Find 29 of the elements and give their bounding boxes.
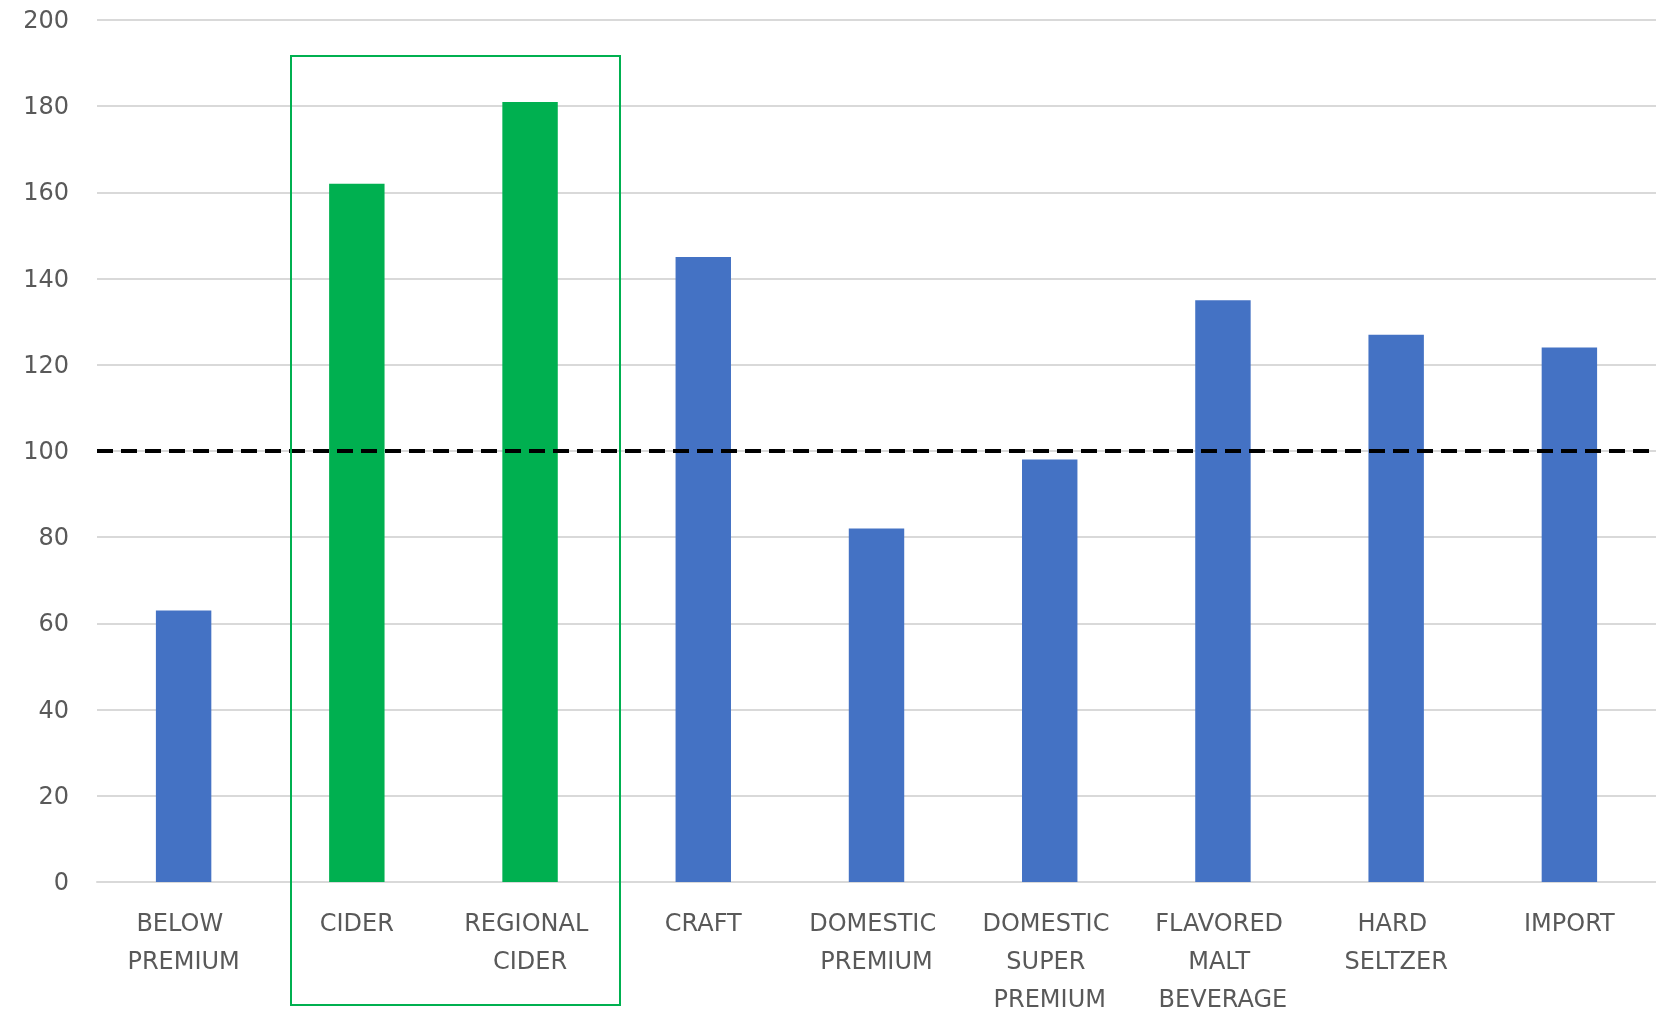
x-tick-label: DOMESTIC SUPER PREMIUM (982, 909, 1118, 1013)
y-tick-label: 200 (23, 6, 69, 34)
x-tick-label: HARD SELTZER (1344, 909, 1448, 975)
y-tick-label: 140 (23, 264, 69, 293)
y-tick-label: 40 (38, 695, 69, 724)
y-tick-label: 0 (53, 868, 69, 896)
x-tick-label: IMPORT (1524, 909, 1616, 937)
y-tick-label: 60 (38, 609, 69, 638)
bar (1368, 334, 1424, 882)
bar (329, 183, 385, 882)
y-tick-label: 80 (38, 523, 69, 552)
bar (1195, 300, 1251, 882)
bar (1022, 459, 1078, 882)
y-tick-label: 100 (23, 437, 69, 465)
x-tick-label: BELOW PREMIUM (127, 909, 240, 975)
x-tick-label: REGIONAL CIDER (464, 909, 596, 975)
bar (502, 101, 558, 882)
y-tick-label: 20 (38, 781, 69, 810)
y-tick-label: 180 (23, 92, 69, 121)
bar (675, 257, 731, 882)
y-tick-label: 160 (23, 178, 69, 207)
x-tick-label: DOMESTIC PREMIUM (809, 909, 944, 975)
x-tick-label: FLAVORED MALT BEVERAGE (1155, 909, 1291, 1013)
x-tick-label: CRAFT (664, 909, 743, 937)
bar (848, 528, 905, 882)
bar (1541, 347, 1598, 882)
y-tick-label: 120 (23, 350, 69, 379)
bar (155, 610, 212, 882)
x-tick-label: CIDER (319, 909, 394, 937)
